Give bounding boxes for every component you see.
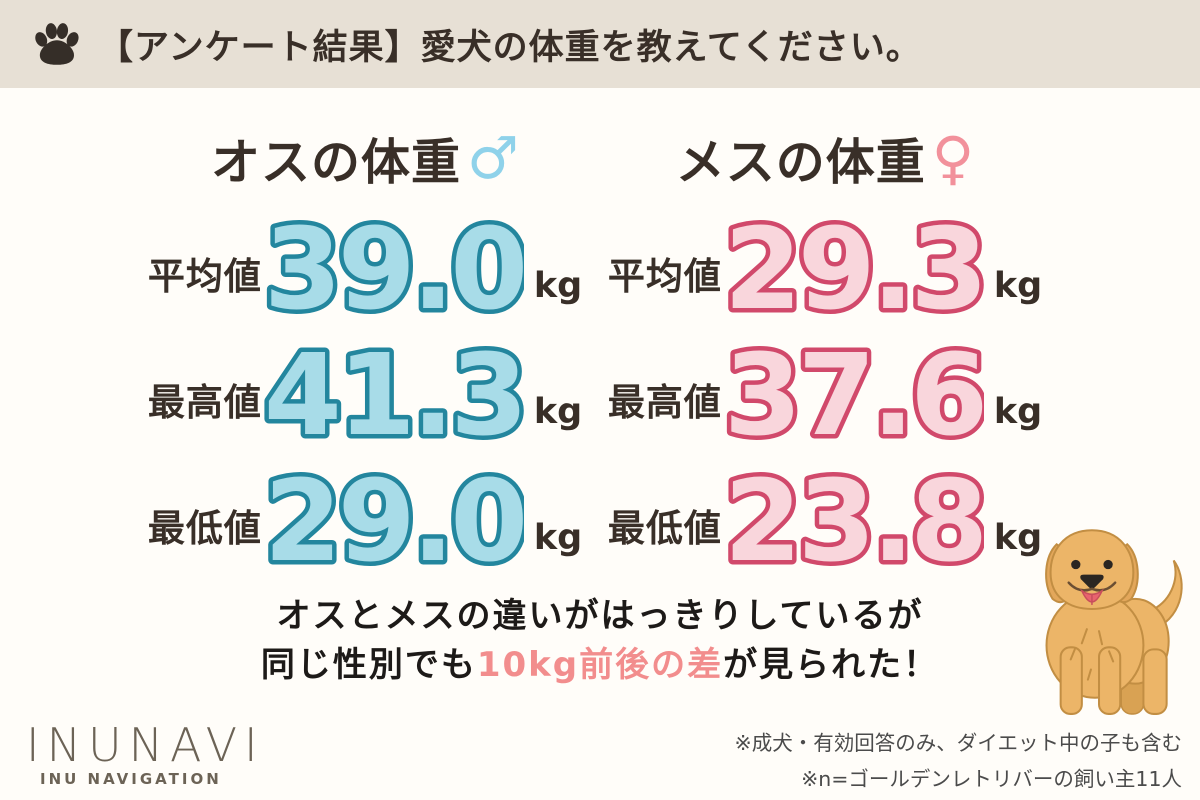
male-symbol-icon: ♂ [467,124,519,192]
male-max-row: 最高値 41.3 kg [125,326,605,452]
male-min-value: 29.0 [264,458,524,578]
male-average-value-art: 39.0 [264,206,524,326]
stat-label: 平均値 [147,255,262,298]
unit-label: kg [993,392,1043,432]
stat-label: 最低値 [147,507,262,550]
summary-caption: オスとメスの違いがはっきりしているが 同じ性別でも10kg前後の差が見られた！ [0,592,1200,691]
female-column-header: メスの体重 ♀ [585,116,1065,200]
caption-text: 同じ性別でも [260,645,477,686]
female-stats-column: メスの体重 ♀ 平均値 29.3 kg 最高値 37.6 kg 最低値 23.8… [585,116,1065,578]
female-symbol-icon: ♀ [931,124,975,192]
golden-retriever-illustration [1002,508,1194,720]
female-max-row: 最高値 37.6 kg [585,326,1065,452]
logo-wordmark: INUNAVI [26,718,265,772]
female-min-row: 最低値 23.8 kg [585,452,1065,578]
caption-highlight: 10kg前後の差 [476,645,724,686]
summary-caption-line1: オスとメスの違いがはっきりしているが [276,596,924,636]
male-column-header: オスの体重 ♂ [125,116,605,200]
stat-label: 最高値 [607,381,722,424]
unit-label: kg [533,266,583,306]
male-column-title: オスの体重 [210,133,461,191]
logo-tagline: INU NAVIGATION [40,770,222,788]
stat-label: 最低値 [607,507,722,550]
female-min-value-art: 23.8 [724,458,984,578]
unit-label: kg [993,518,1043,558]
female-average-row: 平均値 29.3 kg [585,200,1065,326]
female-average-value-art: 29.3 [724,206,984,326]
female-max-value: 37.6 [724,332,984,452]
male-min-row: 最低値 29.0 kg [125,452,605,578]
dog-icon [1045,529,1183,715]
inunavi-logo: INUNAVI INU NAVIGATION [26,722,265,788]
male-max-value: 41.3 [264,332,524,452]
male-max-value-art: 41.3 [264,332,524,452]
paw-icon [35,23,79,65]
summary-caption-line2: 同じ性別でも10kg前後の差が見られた！ [0,641,1200,690]
male-stats-column: オスの体重 ♂ 平均値 39.0 kg 最高値 41.3 kg 最低値 29.0… [125,116,605,578]
footnotes: ※成犬・有効回答のみ、ダイエット中の子も含む ※n=ゴールデンレトリバーの飼い主… [735,726,1182,798]
unit-label: kg [533,518,583,558]
footnote-line1: ※成犬・有効回答のみ、ダイエット中の子も含む [734,731,1182,755]
footnote-line2: ※n=ゴールデンレトリバーの飼い主11人 [801,766,1182,791]
male-average-row: 平均値 39.0 kg [125,200,605,326]
page-title: 【アンケート結果】愛犬の体重を教えてください。 [98,27,922,68]
female-min-value: 23.8 [724,458,984,578]
caption-text: が見られた！ [723,645,940,686]
female-max-value-art: 37.6 [724,332,984,452]
header-bar: 【アンケート結果】愛犬の体重を教えてください。 [0,0,1200,88]
unit-label: kg [533,392,583,432]
male-average-value: 39.0 [264,206,524,326]
stat-label: 最高値 [147,381,262,424]
female-column-title: メスの体重 [675,133,926,191]
stat-label: 平均値 [607,255,722,298]
male-min-value-art: 29.0 [264,458,524,578]
female-average-value: 29.3 [724,206,984,326]
unit-label: kg [993,266,1043,306]
